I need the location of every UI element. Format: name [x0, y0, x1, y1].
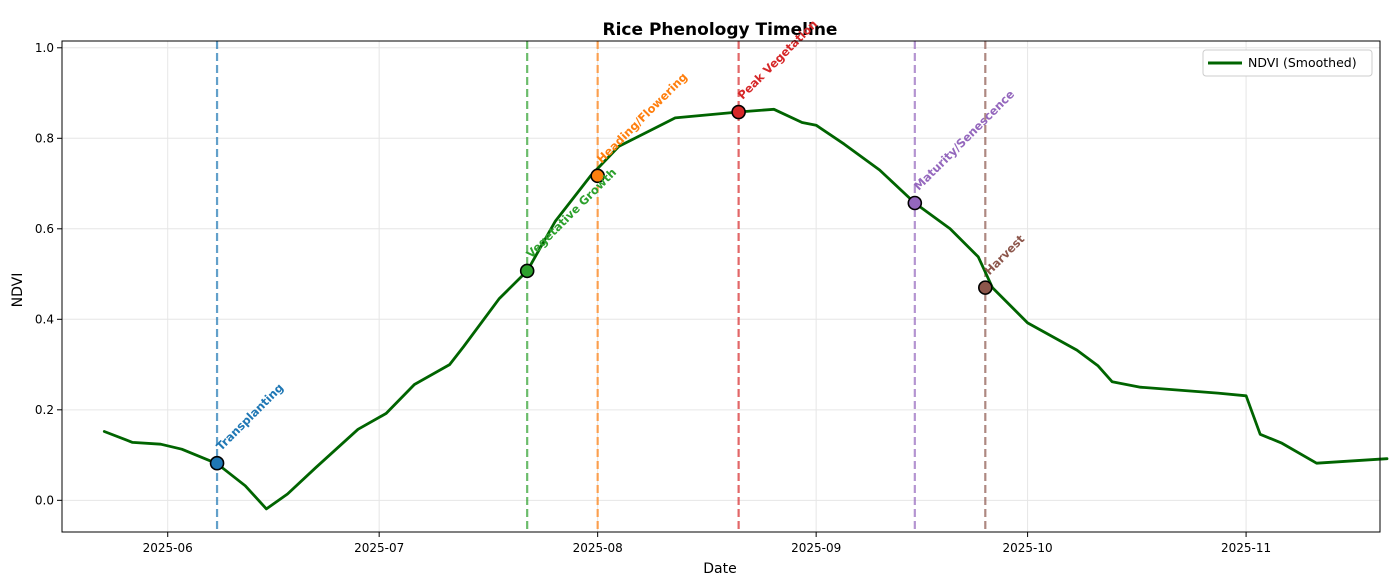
- stage-markers: [209, 104, 993, 471]
- stage-lines: [215, 41, 987, 532]
- plot-frame: [61, 40, 1381, 533]
- legend-box: [1202, 49, 1373, 77]
- chart-title: Rice Phenology Timeline: [603, 20, 838, 40]
- x-tick-label: 2025-11: [1221, 541, 1271, 555]
- series-lines: [102, 107, 1389, 511]
- stage-marker: [209, 455, 225, 471]
- stage-marker: [731, 104, 746, 120]
- x-tick-label: 2025-07: [354, 541, 404, 555]
- stage-marker: [519, 263, 535, 279]
- x-tick-label: 2025-10: [1003, 541, 1053, 555]
- stage-label: Harvest: [982, 232, 1028, 278]
- y-tick-label: 1.0: [35, 41, 54, 55]
- stage-marker: [590, 168, 605, 184]
- stage-label: Transplanting: [213, 381, 286, 454]
- x-axis-title: Date: [703, 561, 736, 577]
- y-tick-label: 0.2: [35, 403, 54, 417]
- stage-label: Vegetative Growth: [523, 165, 619, 261]
- y-tick-label: 0.8: [35, 131, 54, 145]
- y-tick-label: 0.4: [35, 312, 54, 326]
- stage-marker: [907, 195, 923, 211]
- grid-lines: [62, 41, 1380, 532]
- axis-ticks: 2025-06 2025-07 2025-08 2025-09 2025-10 2025-…: [35, 41, 1271, 555]
- y-axis-title: NDVI: [10, 273, 26, 308]
- x-tick-label: 2025-09: [791, 541, 841, 555]
- legend: NDVI (Smoothed): [1202, 49, 1373, 77]
- stage-label: Maturity/Senescence: [911, 87, 1017, 193]
- y-tick-label: 0.6: [35, 222, 54, 236]
- x-tick-label: 2025-06: [143, 541, 193, 555]
- x-tick-label: 2025-08: [573, 541, 623, 555]
- ndvi-series-line: [102, 107, 1389, 511]
- legend-label: NDVI (Smoothed): [1248, 55, 1357, 70]
- y-tick-label: 0.0: [35, 493, 54, 507]
- stage-marker: [978, 280, 993, 295]
